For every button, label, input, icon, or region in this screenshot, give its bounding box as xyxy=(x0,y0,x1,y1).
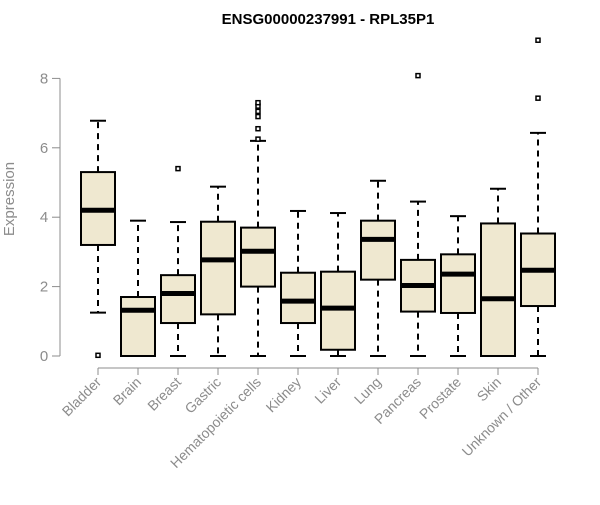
outlier-point xyxy=(255,125,261,132)
x-tick-label: Breast xyxy=(144,374,184,414)
y-tick-label: 0 xyxy=(40,348,48,365)
outlier-point xyxy=(255,136,261,142)
boxes xyxy=(80,37,556,359)
y-axis: 0 2 4 6 8 xyxy=(40,70,61,365)
box xyxy=(440,253,476,314)
box xyxy=(280,271,316,325)
box xyxy=(480,222,516,357)
box-group xyxy=(280,209,316,357)
outlier-point xyxy=(95,352,101,359)
box-group xyxy=(200,185,236,357)
x-tick-label: Prostate xyxy=(416,374,464,422)
y-axis-label: Expression xyxy=(1,162,18,236)
x-tick-label: Skin xyxy=(474,374,505,405)
y-tick-label: 6 xyxy=(40,140,48,157)
box-group xyxy=(320,212,356,357)
box xyxy=(240,226,276,288)
box xyxy=(320,270,356,351)
box-group xyxy=(80,119,116,359)
box-group xyxy=(360,179,396,357)
box-group xyxy=(400,72,436,357)
box-group xyxy=(160,165,196,357)
outlier-point xyxy=(255,99,261,106)
y-tick-label: 4 xyxy=(40,209,48,226)
outlier-point xyxy=(535,95,541,101)
box-group xyxy=(440,215,476,357)
y-tick-label: 8 xyxy=(40,70,48,87)
box xyxy=(200,220,236,316)
x-tick-label: Liver xyxy=(311,374,344,407)
x-tick-label: Kidney xyxy=(263,374,305,416)
box xyxy=(160,274,196,325)
x-tick-label: Brain xyxy=(110,374,144,408)
chart-title: ENSG00000237991 - RPL35P1 xyxy=(222,11,435,28)
box xyxy=(120,296,156,358)
box-group xyxy=(520,37,556,357)
x-tick-label: Bladder xyxy=(59,374,105,420)
outlier-point xyxy=(175,165,181,172)
outlier-point xyxy=(255,113,261,120)
y-tick-label: 2 xyxy=(40,279,48,296)
outlier-point xyxy=(255,108,261,115)
x-tick-label: Lung xyxy=(351,374,384,407)
box-group xyxy=(120,219,156,358)
outlier-point xyxy=(415,72,421,79)
box-group xyxy=(480,187,516,357)
box-group xyxy=(240,99,276,357)
box xyxy=(360,219,396,281)
outlier-point xyxy=(535,37,541,43)
